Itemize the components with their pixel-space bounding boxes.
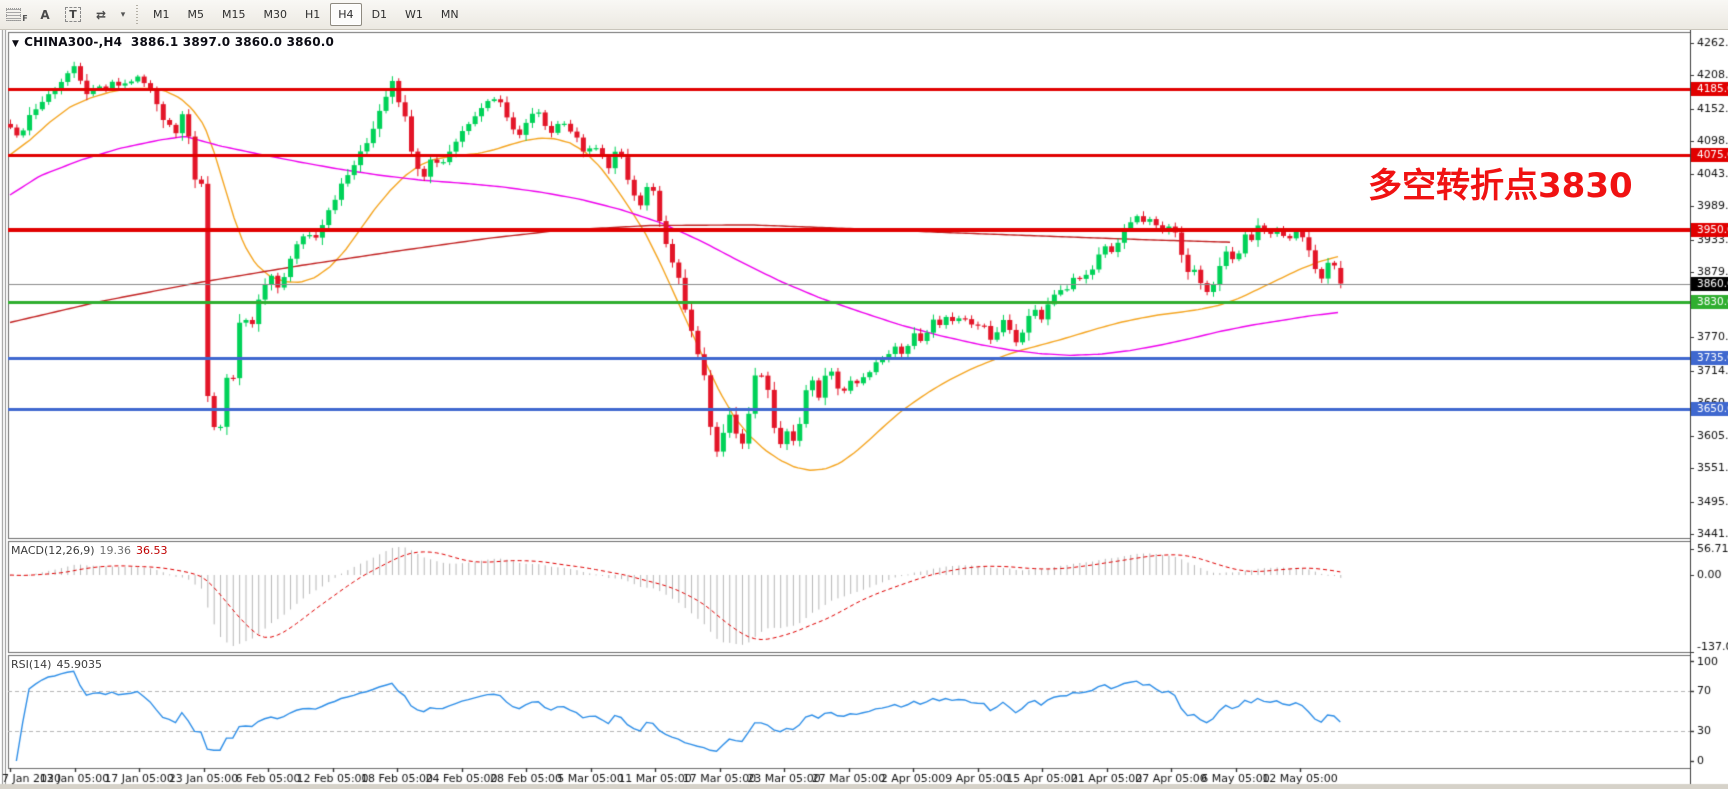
macd-signal-value: 36.53 (136, 544, 168, 557)
chart-title: ▼ CHINA300-,H4 3886.1 3897.0 3860.0 3860.… (12, 35, 334, 49)
chart-canvas[interactable] (0, 30, 1728, 789)
chart-annotation-text: 多空转折点3830 (1368, 166, 1633, 206)
rsi-indicator-label: RSI(14) 45.9035 (11, 658, 102, 671)
ohlc-quote: 3886.1 3897.0 3860.0 3860.0 (130, 35, 335, 49)
macd-name: MACD(12,26,9) (11, 544, 95, 557)
macd-main-value: 19.36 (99, 544, 132, 557)
grid-icon (6, 8, 22, 21)
symbol-dropdown-icon[interactable]: ▼ (12, 39, 20, 49)
rsi-value: 45.9035 (56, 658, 102, 671)
macd-indicator-label: MACD(12,26,9) 19.36 36.53 (11, 544, 168, 557)
symbol-period-label: CHINA300-,H4 (24, 35, 123, 49)
grid-f-letter: F (22, 14, 28, 23)
tf-button-M30[interactable]: M30 (263, 8, 288, 21)
tf-button-M1[interactable]: M1 (153, 8, 170, 21)
text-label-icon[interactable]: A (40, 7, 50, 22)
rsi-name: RSI(14) (11, 658, 52, 671)
toolbar-separator (136, 4, 138, 25)
text-box-letter: T (65, 7, 81, 22)
toolbar: F A T ⇄ ▾ M1 M5 M15 M30 H1 H4 D1 W1 MN (0, 0, 1728, 30)
tf-button-MN[interactable]: MN (440, 8, 459, 21)
text-box-icon[interactable]: T (60, 3, 86, 27)
tf-button-M15[interactable]: M15 (222, 8, 246, 21)
timeframe-buttons: M1 M5 M15 M30 H1 H4 D1 W1 MN (144, 3, 468, 26)
tf-button-M5[interactable]: M5 (187, 8, 205, 21)
dropdown-caret-icon[interactable]: ▾ (120, 9, 126, 20)
tf-button-H1[interactable]: H1 (305, 8, 321, 21)
tf-button-W1[interactable]: W1 (405, 8, 423, 21)
tf-button-H4[interactable]: H4 (330, 3, 362, 26)
style-cycle-icon[interactable]: ⇄ (95, 7, 107, 22)
tf-button-D1[interactable]: D1 (371, 8, 388, 21)
toolbar-grid-f-icon[interactable]: F (4, 3, 30, 27)
